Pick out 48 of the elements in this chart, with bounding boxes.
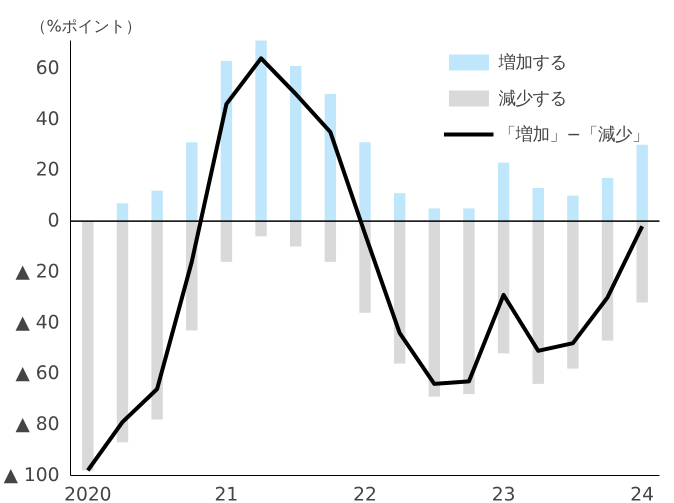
y-tick-label: 20	[36, 160, 60, 181]
x-tick-label: 21	[214, 484, 238, 503]
x-tick-label: 24	[630, 484, 654, 503]
bar	[602, 178, 614, 222]
x-tick-label: 2020	[64, 484, 112, 503]
y-tick-label: ▲ 20	[15, 261, 60, 282]
bar	[151, 190, 163, 222]
bar	[394, 221, 406, 364]
bar	[428, 208, 440, 222]
y-tick-label: 60	[36, 58, 60, 79]
bar	[463, 208, 475, 222]
y-tick-label: 0	[48, 210, 60, 232]
bar	[324, 221, 336, 262]
bar	[290, 66, 302, 222]
bar	[636, 221, 648, 303]
bar	[255, 221, 267, 236]
bar	[290, 221, 302, 247]
bar	[82, 221, 94, 470]
bar	[220, 221, 232, 262]
bar	[636, 144, 648, 222]
y-tick-label: ▲ 100	[4, 465, 60, 486]
bar	[428, 221, 440, 397]
bar	[567, 221, 579, 369]
bar	[532, 188, 544, 222]
bar	[116, 221, 128, 442]
y-axis-title: （%ポイント）	[30, 16, 142, 36]
bar	[255, 40, 267, 222]
y-tick-label: ▲ 40	[15, 312, 60, 334]
bar	[186, 142, 198, 222]
bar	[359, 142, 371, 222]
bar	[116, 203, 128, 222]
y-tick-label: ▲ 60	[15, 363, 60, 384]
legend-label: 「増加」−「減少」	[498, 124, 649, 146]
y-tick-label: 40	[36, 108, 60, 130]
bar	[498, 221, 510, 354]
x-tick-label: 22	[353, 484, 377, 503]
bar	[394, 193, 406, 222]
bar	[463, 221, 475, 394]
x-tick-label: 23	[492, 484, 516, 503]
bar	[532, 221, 544, 384]
bar	[151, 221, 163, 420]
bar	[324, 94, 336, 222]
legend-label: 減少する	[498, 88, 566, 110]
legend-label: 増加する	[498, 52, 566, 74]
y-tick-label: ▲ 80	[15, 414, 60, 436]
bar	[220, 60, 232, 222]
bar	[498, 162, 510, 222]
bar	[567, 196, 579, 222]
